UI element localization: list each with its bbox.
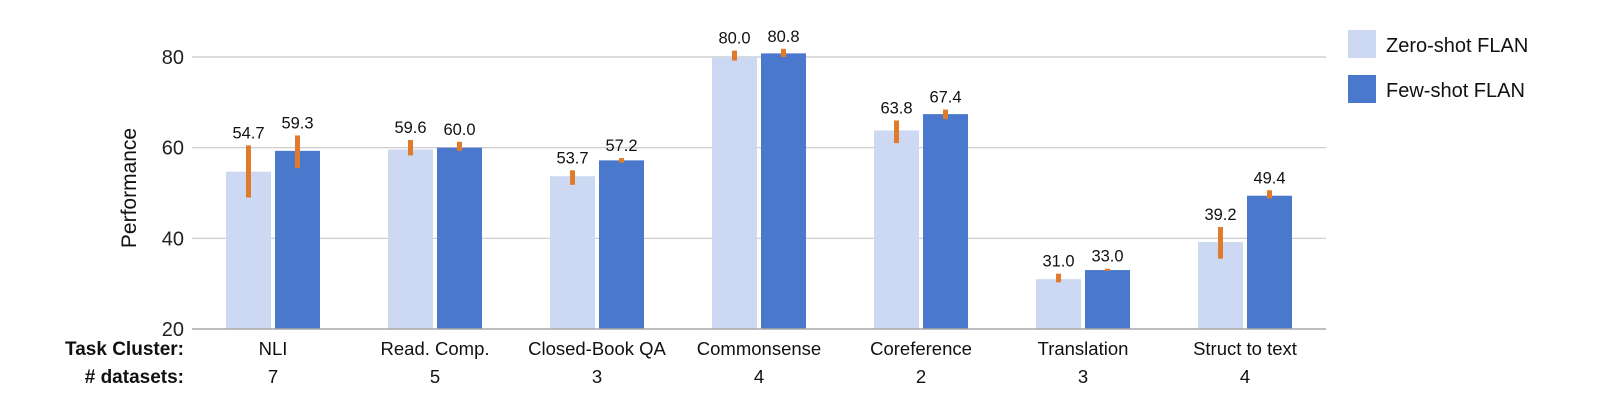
bar-zero-shot-0 xyxy=(226,171,271,329)
bar-few-shot-4 xyxy=(923,114,968,330)
dataset-count-3: 4 xyxy=(754,366,764,387)
error-bar-zero-shot-2 xyxy=(570,170,575,185)
category-label-1: Read. Comp. xyxy=(381,338,490,359)
data-label-zero-shot-5: 31.0 xyxy=(1042,253,1074,271)
dataset-count-5: 3 xyxy=(1078,366,1088,387)
y-tick-40: 40 xyxy=(162,228,184,250)
category-label-2: Closed-Book QA xyxy=(528,338,666,359)
data-label-zero-shot-4: 63.8 xyxy=(880,99,912,117)
error-bar-few-shot-3 xyxy=(781,48,786,57)
data-label-few-shot-3: 80.8 xyxy=(767,28,799,46)
dataset-count-row-label: # datasets: xyxy=(85,367,184,388)
data-label-zero-shot-2: 53.7 xyxy=(556,149,588,167)
dataset-count-1: 5 xyxy=(430,366,440,387)
legend-swatch-few-shot xyxy=(1348,75,1376,103)
y-tick-20: 20 xyxy=(162,319,184,341)
gridlines xyxy=(192,56,1326,239)
y-axis-label: Performance xyxy=(118,128,141,248)
error-bar-few-shot-0 xyxy=(295,135,300,169)
y-axis-ticks: 20 40 60 80 xyxy=(162,47,184,341)
bar-zero-shot-4 xyxy=(874,130,919,329)
error-bars xyxy=(246,48,1272,283)
category-labels: NLI Read. Comp. Closed-Book QA Commonsense C… xyxy=(259,338,1297,359)
dataset-count-6: 4 xyxy=(1240,366,1250,387)
data-label-few-shot-6: 49.4 xyxy=(1253,169,1285,187)
error-bar-few-shot-2 xyxy=(619,158,624,163)
data-label-zero-shot-3: 80.0 xyxy=(718,30,750,48)
error-bar-few-shot-5 xyxy=(1105,268,1110,271)
data-label-few-shot-0: 59.3 xyxy=(281,114,313,132)
bar-few-shot-6 xyxy=(1247,195,1292,329)
error-bar-zero-shot-1 xyxy=(408,139,413,156)
dataset-count-2: 3 xyxy=(592,366,602,387)
category-label-4: Coreference xyxy=(870,338,972,359)
task-cluster-row-label: Task Cluster: xyxy=(65,339,184,360)
data-label-few-shot-5: 33.0 xyxy=(1091,248,1123,266)
bar-zero-shot-1 xyxy=(388,149,433,329)
legend-label-few-shot: Few-shot FLAN xyxy=(1386,80,1525,102)
dataset-count-0: 7 xyxy=(268,366,278,387)
bar-zero-shot-3 xyxy=(712,57,757,329)
data-label-few-shot-4: 67.4 xyxy=(929,89,961,107)
error-bar-zero-shot-4 xyxy=(894,120,899,144)
category-label-5: Translation xyxy=(1038,338,1129,359)
bar-zero-shot-5 xyxy=(1036,279,1081,329)
y-tick-80: 80 xyxy=(162,47,184,69)
error-bar-zero-shot-0 xyxy=(246,145,251,198)
data-label-zero-shot-1: 59.6 xyxy=(394,119,426,137)
bars xyxy=(226,53,1292,330)
bar-few-shot-1 xyxy=(437,147,482,329)
bar-few-shot-5 xyxy=(1085,270,1130,329)
legend-label-zero-shot: Zero-shot FLAN xyxy=(1386,35,1528,57)
error-bar-few-shot-4 xyxy=(943,109,948,120)
legend-swatch-zero-shot xyxy=(1348,30,1376,58)
bar-zero-shot-2 xyxy=(550,176,595,329)
data-label-zero-shot-6: 39.2 xyxy=(1204,206,1236,224)
category-label-3: Commonsense xyxy=(697,338,821,359)
error-bar-few-shot-6 xyxy=(1267,190,1272,199)
category-label-0: NLI xyxy=(259,338,288,359)
dataset-counts: 7 5 3 4 2 3 4 xyxy=(268,366,1250,387)
error-bar-few-shot-1 xyxy=(457,141,462,151)
error-bar-zero-shot-3 xyxy=(732,50,737,61)
dataset-count-4: 2 xyxy=(916,366,926,387)
category-label-6: Struct to text xyxy=(1193,338,1297,359)
error-bar-zero-shot-6 xyxy=(1218,227,1223,259)
bar-few-shot-0 xyxy=(275,150,320,329)
error-bar-zero-shot-5 xyxy=(1056,273,1061,283)
data-label-few-shot-1: 60.0 xyxy=(443,121,475,139)
data-labels: 54.7 59.3 59.6 60.0 53.7 57.2 80.0 80.8 63.8 67.4… xyxy=(232,28,1285,271)
data-label-few-shot-2: 57.2 xyxy=(605,137,637,155)
bar-few-shot-2 xyxy=(599,160,644,329)
bar-few-shot-3 xyxy=(761,53,806,330)
data-label-zero-shot-0: 54.7 xyxy=(232,124,264,142)
y-tick-60: 60 xyxy=(162,138,184,160)
legend: Zero-shot FLAN Few-shot FLAN xyxy=(1348,30,1528,103)
